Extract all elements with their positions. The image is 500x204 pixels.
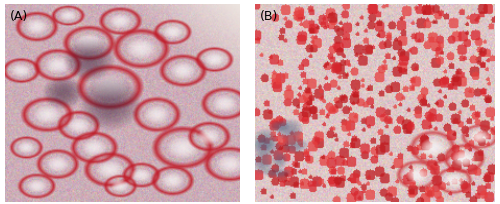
Text: (A): (A) xyxy=(10,10,28,23)
Text: (B): (B) xyxy=(260,10,278,23)
